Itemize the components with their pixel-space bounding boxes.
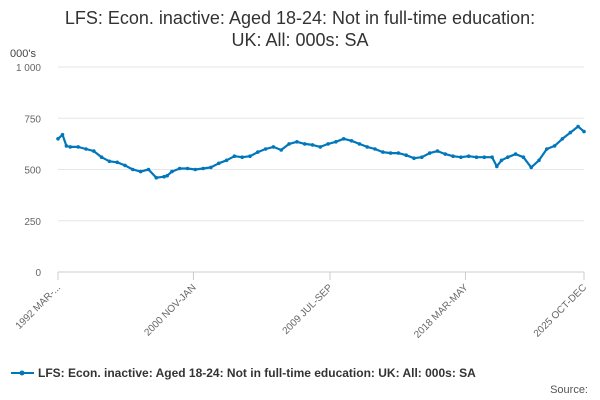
x-tick-label: 1992 MAR-... (14, 282, 63, 331)
data-point[interactable] (185, 166, 190, 171)
data-point[interactable] (495, 164, 499, 169)
data-point[interactable] (99, 155, 104, 159)
data-point[interactable] (576, 124, 580, 129)
data-point[interactable] (193, 167, 198, 172)
data-point[interactable] (279, 148, 284, 152)
legend-point-marker (19, 370, 25, 376)
data-point[interactable] (84, 147, 88, 151)
data-point[interactable] (76, 145, 80, 149)
data-point[interactable] (115, 160, 119, 165)
data-point[interactable] (255, 150, 260, 154)
data-point[interactable] (318, 145, 323, 149)
data-point[interactable] (138, 169, 143, 174)
data-point[interactable] (271, 145, 276, 149)
data-point[interactable] (459, 155, 463, 159)
data-point[interactable] (420, 155, 424, 159)
y-tick-label: 500 (24, 166, 41, 177)
source-label: Source: (550, 384, 588, 396)
data-point[interactable] (162, 174, 166, 179)
data-point[interactable] (435, 149, 440, 153)
data-point[interactable] (334, 140, 338, 144)
data-point[interactable] (582, 129, 586, 134)
data-point[interactable] (545, 147, 549, 151)
data-point[interactable] (177, 166, 182, 171)
data-point[interactable] (232, 154, 237, 158)
data-point[interactable] (466, 154, 471, 158)
data-point[interactable] (56, 137, 60, 141)
data-point[interactable] (68, 145, 73, 149)
y-axis-ticks: 0 250 500 750 1 000 (16, 63, 41, 279)
x-axis-ticks: 1992 MAR-... 2000 NOV-JAN 2009 JUL-SEP 2018… (14, 272, 589, 341)
data-point[interactable] (295, 140, 299, 144)
data-point[interactable] (92, 149, 96, 153)
data-point[interactable] (427, 151, 432, 155)
data-point[interactable] (224, 158, 229, 163)
data-point[interactable] (474, 155, 479, 159)
legend-label: LFS: Econ. inactive: Aged 18-24: Not in … (38, 366, 476, 380)
data-point[interactable] (396, 151, 401, 155)
series-group (56, 124, 586, 180)
y-tick-label: 250 (24, 217, 41, 228)
data-point[interactable] (165, 173, 169, 178)
data-point[interactable] (217, 161, 221, 166)
x-tick-label: 2025 OCT-DEC (532, 282, 589, 339)
data-point[interactable] (123, 163, 127, 168)
x-tick-label: 2009 JUL-SEP (281, 282, 336, 337)
data-point[interactable] (263, 147, 268, 151)
data-point[interactable] (451, 154, 455, 158)
data-point[interactable] (131, 167, 135, 172)
data-point[interactable] (349, 139, 354, 143)
data-point[interactable] (170, 169, 174, 174)
data-point[interactable] (381, 150, 385, 154)
data-point[interactable] (482, 155, 487, 159)
data-point[interactable] (248, 154, 252, 158)
data-point[interactable] (443, 152, 448, 156)
data-point[interactable] (240, 155, 244, 159)
y-tick-label: 1 000 (16, 63, 41, 74)
data-point[interactable] (154, 175, 159, 180)
data-point[interactable] (146, 167, 151, 172)
data-point[interactable] (537, 158, 541, 163)
chart-title-line-2: UK: All: 000s: SA (231, 30, 368, 50)
y-tick-label: 0 (35, 268, 41, 279)
data-point[interactable] (310, 143, 315, 147)
data-point[interactable] (521, 155, 526, 159)
gridlines (58, 66, 584, 222)
data-point[interactable] (302, 142, 307, 146)
y-tick-label: 750 (24, 114, 41, 125)
data-point[interactable] (513, 152, 518, 156)
data-point[interactable] (64, 144, 69, 148)
data-point[interactable] (499, 158, 504, 163)
data-point[interactable] (529, 165, 533, 170)
x-tick-label: 2018 MAR-MAY (412, 282, 471, 341)
data-point[interactable] (107, 159, 112, 164)
data-point[interactable] (552, 144, 557, 148)
data-point[interactable] (209, 165, 213, 170)
y-axis-unit: 000's (10, 48, 36, 60)
data-point[interactable] (365, 145, 370, 149)
data-point[interactable] (568, 130, 573, 135)
chart-title-line-1: LFS: Econ. inactive: Aged 18-24: Not in … (65, 8, 535, 28)
data-point[interactable] (506, 155, 510, 159)
data-point[interactable] (490, 155, 494, 159)
x-tick-label: 2000 NOV-JAN (142, 282, 198, 338)
legend[interactable]: LFS: Econ. inactive: Aged 18-24: Not in … (11, 366, 476, 380)
data-point[interactable] (201, 166, 205, 171)
data-point[interactable] (373, 147, 377, 151)
data-point[interactable] (60, 132, 65, 137)
data-point[interactable] (287, 142, 291, 146)
data-point[interactable] (404, 153, 409, 157)
data-point[interactable] (326, 142, 330, 146)
data-point[interactable] (412, 156, 416, 160)
series-line (57, 125, 585, 179)
data-point[interactable] (560, 137, 565, 141)
data-point[interactable] (388, 151, 393, 155)
data-point[interactable] (357, 142, 362, 146)
data-point[interactable] (341, 137, 346, 141)
